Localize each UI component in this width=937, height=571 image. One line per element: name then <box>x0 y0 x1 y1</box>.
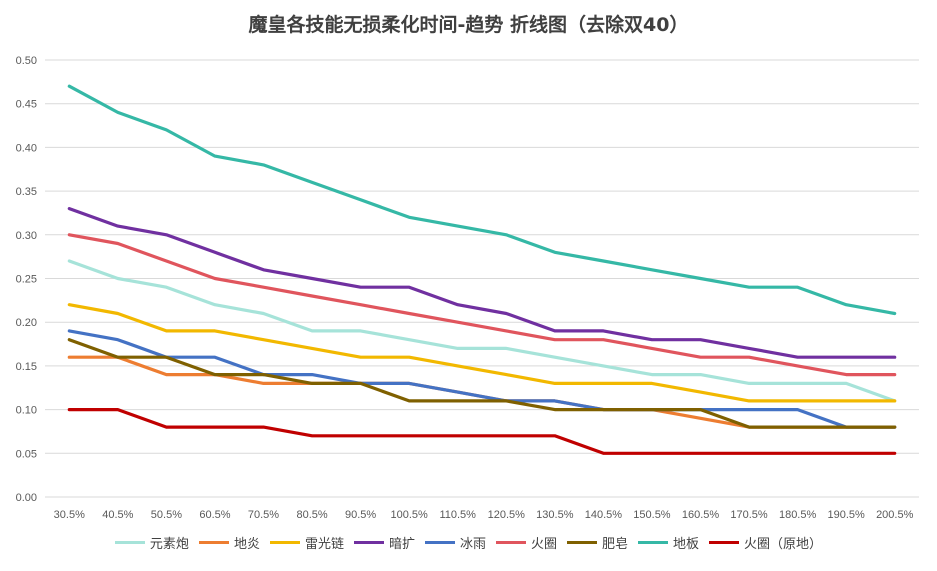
legend-item: 地板 <box>638 533 699 552</box>
legend-label: 地炎 <box>233 537 260 552</box>
legend-item: 元素炮 <box>114 533 189 552</box>
y-tick-label: 0.00 <box>16 492 37 504</box>
legend-swatch <box>353 541 384 544</box>
legend-label: 地板 <box>673 537 700 552</box>
series-line <box>67 303 897 403</box>
series-line <box>67 84 897 316</box>
y-tick-label: 0.10 <box>16 405 37 417</box>
legend-swatch <box>496 541 526 544</box>
legend-item: 地炎 <box>198 533 260 552</box>
x-tick-label: 190.5% <box>828 509 866 521</box>
y-tick-label: 0.30 <box>16 230 37 242</box>
x-tick-label: 200.5% <box>876 509 914 521</box>
legend-swatch <box>709 541 740 544</box>
legend-swatch <box>638 541 669 544</box>
x-tick-label: 50.5% <box>151 509 182 521</box>
legend-label: 暗扩 <box>388 537 415 552</box>
y-tick-label: 0.45 <box>16 99 37 111</box>
legend-label: 冰雨 <box>459 537 486 552</box>
y-tick-label: 0.50 <box>16 55 37 67</box>
legend-item: 暗扩 <box>353 533 415 552</box>
chart-legend: 元素炮 地炎 雷光链 暗扩 冰雨 火圈 肥皂 地板 火圈（原地） <box>0 533 937 552</box>
x-tick-label: 180.5% <box>779 509 817 521</box>
x-tick-label: 90.5% <box>345 509 376 521</box>
legend-item: 雷光链 <box>269 533 344 552</box>
x-tick-label: 70.5% <box>248 509 279 521</box>
series-line <box>67 207 897 359</box>
legend-swatch <box>198 541 229 544</box>
y-tick-label: 0.25 <box>16 274 37 286</box>
legend-label: 肥皂 <box>602 537 629 552</box>
x-tick-label: 150.5% <box>633 509 671 521</box>
y-tick-label: 0.35 <box>16 186 37 198</box>
series-line <box>67 338 897 429</box>
x-tick-label: 120.5% <box>488 509 526 521</box>
series-line <box>67 329 897 429</box>
series-line <box>67 408 897 455</box>
legend-label: 火圈 <box>531 537 558 552</box>
y-tick-label: 0.15 <box>16 361 37 373</box>
legend-swatch <box>269 541 300 544</box>
series-line <box>67 233 897 377</box>
x-tick-label: 30.5% <box>54 509 85 521</box>
legend-item: 火圈 <box>496 533 557 552</box>
chart-title: 魔皇各技能无损柔化时间-趋势 折线图（去除双40） <box>248 14 689 36</box>
series-line <box>67 259 897 403</box>
y-tick-label: 0.20 <box>16 317 37 329</box>
legend-swatch <box>567 541 598 544</box>
x-tick-label: 160.5% <box>682 509 720 521</box>
x-tick-label: 170.5% <box>730 509 768 521</box>
y-tick-label: 0.40 <box>16 142 37 154</box>
x-tick-label: 110.5% <box>439 509 476 521</box>
x-tick-label: 60.5% <box>199 509 230 521</box>
legend-item: 火圈（原地） <box>709 533 822 552</box>
legend-swatch <box>114 541 145 544</box>
x-tick-label: 100.5% <box>391 509 429 521</box>
x-tick-label: 80.5% <box>296 509 327 521</box>
legend-item: 肥皂 <box>567 533 628 552</box>
legend-item: 冰雨 <box>424 533 486 552</box>
legend-swatch <box>424 541 455 544</box>
legend-label: 雷光链 <box>304 537 344 552</box>
legend-label: 元素炮 <box>149 537 189 552</box>
y-tick-label: 0.05 <box>16 448 37 460</box>
legend-label: 火圈（原地） <box>744 537 823 552</box>
x-tick-label: 140.5% <box>585 509 623 521</box>
x-tick-label: 40.5% <box>102 509 133 521</box>
x-tick-label: 130.5% <box>536 509 574 521</box>
